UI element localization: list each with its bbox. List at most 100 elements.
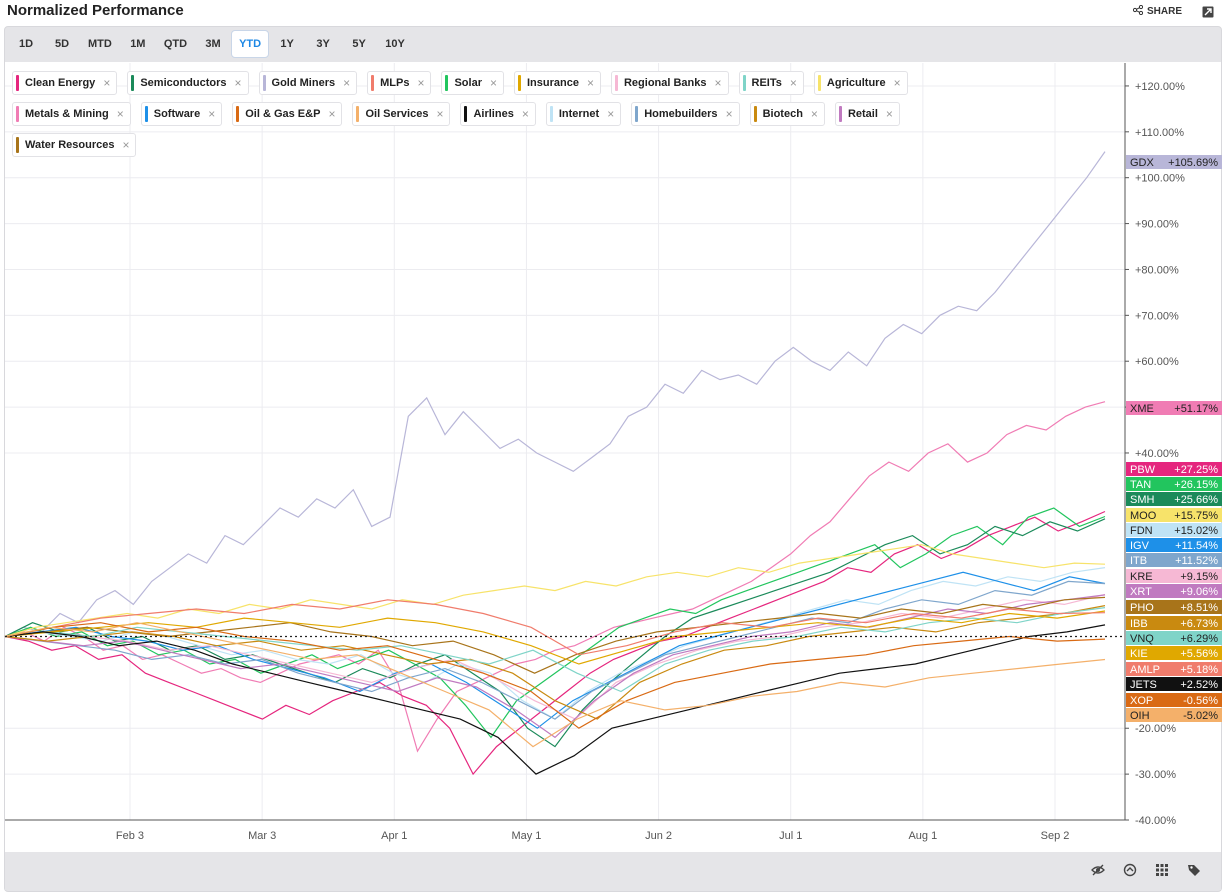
page-title: Normalized Performance [7,2,184,19]
chip-label: REITs [751,77,782,89]
series-chip[interactable]: Metals & Mining × [12,102,131,126]
series-line-oih [4,622,1106,748]
series-chip[interactable]: Clean Energy × [12,71,118,95]
timeframe-mtd[interactable]: MTD [88,38,112,50]
value-label-bg [1126,508,1222,522]
chip-color-swatch [144,106,148,122]
grid-icon[interactable] [1154,862,1170,878]
remove-icon[interactable]: × [810,107,818,121]
series-chip[interactable]: Oil Services × [352,102,451,126]
series-value-label: IGV +11.54% [1126,538,1222,552]
chip-color-swatch [614,75,618,91]
chip-color-swatch [16,137,19,153]
remove-icon[interactable]: × [328,107,336,121]
timeframe-1d[interactable]: 1D [18,38,34,50]
series-line-gdx [4,151,1106,638]
chip-color-swatch [518,75,521,91]
remove-icon[interactable]: × [208,107,216,121]
remove-icon[interactable]: × [343,76,351,90]
value-label: +9.15% [1180,571,1218,583]
value-label-bg [1126,662,1222,676]
chip-color-swatch [445,75,449,91]
series-chip[interactable]: REITs × [738,71,804,95]
series-line-jets [4,624,1106,775]
timeframe-5d[interactable]: 5D [54,38,70,50]
value-label: +11.54% [1175,540,1218,552]
timeframe-10y[interactable]: 10Y [385,38,405,50]
chip-color-swatch [817,75,821,91]
remove-icon[interactable]: × [893,76,901,90]
remove-icon[interactable]: × [725,107,733,121]
value-label: +105.69% [1168,157,1218,169]
timeframe-ytd[interactable]: YTD [231,30,270,58]
series-chip[interactable]: Semiconductors × [127,71,249,95]
timeframe-3y[interactable]: 3Y [316,38,330,50]
value-label-bg [1126,155,1222,169]
series-chip[interactable]: Biotech × [749,102,825,126]
remove-icon[interactable]: × [417,76,425,90]
remove-icon[interactable]: × [103,76,111,90]
remove-icon[interactable]: × [607,107,615,121]
series-chip[interactable]: Software × [140,102,223,126]
value-label: +51.17% [1174,403,1218,415]
chip-color-swatch [549,106,553,122]
remove-icon[interactable]: × [885,107,893,121]
remove-icon[interactable]: × [234,76,242,90]
value-label: +25.66% [1174,494,1218,506]
series-chip[interactable]: Insurance × [514,71,601,95]
series-value-label: VNQ +6.29% [1126,631,1222,645]
value-label: +6.73% [1180,618,1218,630]
x-tick-label: May 1 [511,830,541,842]
ticker-label: PBW [1130,464,1156,476]
timeframe-1m[interactable]: 1M [130,38,146,50]
remove-icon[interactable]: × [116,107,124,121]
series-chip[interactable]: Solar × [441,71,504,95]
remove-icon[interactable]: × [489,76,497,90]
timeframe-3m[interactable]: 3M [205,38,221,50]
series-chip[interactable]: Internet × [545,102,622,126]
series-chip[interactable]: Homebuilders × [631,102,740,126]
remove-icon[interactable]: × [789,76,797,90]
chip-label: Semiconductors [140,77,227,89]
ticker-label: FDN [1130,525,1153,537]
ticker-label: OIH [1130,710,1150,722]
chip-label: Homebuilders [644,108,718,120]
value-label-bg [1126,492,1222,506]
y-tick-label: +60.00% [1135,356,1179,368]
y-tick-label: +100.00% [1135,173,1185,185]
ticker-label: ITB [1130,555,1147,567]
chip-label: Airlines [473,108,514,120]
remove-icon[interactable]: × [122,138,130,152]
series-chip[interactable]: Airlines × [460,102,536,126]
timeframe-qtd[interactable]: QTD [163,38,188,50]
remove-icon[interactable]: × [436,107,444,121]
chip-label: Clean Energy [25,77,96,89]
series-value-label: OIH -5.02% [1126,708,1222,722]
value-label: -5.02% [1183,710,1218,722]
series-chip[interactable]: MLPs × [367,71,432,95]
timeframe-1y[interactable]: 1Y [280,38,294,50]
series-chip[interactable]: Agriculture × [813,71,908,95]
series-chip[interactable]: Water Resources × [12,133,137,157]
expand-icon[interactable] [1202,5,1214,18]
tag-icon[interactable] [1186,862,1202,878]
remove-icon[interactable]: × [521,107,529,121]
series-chip[interactable]: Oil & Gas E&P × [232,102,343,126]
series-chip[interactable]: Regional Banks × [610,71,729,95]
compare-icon[interactable] [1122,862,1138,878]
timeframe-5y[interactable]: 5Y [352,38,366,50]
ticker-label: VNQ [1130,633,1154,645]
x-tick-label: Aug 1 [908,830,937,842]
series-value-label: TAN +26.15% [1126,477,1222,491]
value-label-bg [1126,600,1222,614]
timeframe-toolbar: 1D 5D MTD 1M QTD 3M YTD 1Y 3Y 5Y 10Y [8,30,413,58]
value-label: +27.25% [1174,464,1218,476]
remove-icon[interactable]: × [714,76,722,90]
share-button[interactable]: SHARE [1132,4,1182,18]
series-chip[interactable]: Retail × [834,102,900,126]
ticker-label: SMH [1130,494,1155,506]
remove-icon[interactable]: × [586,76,594,90]
ticker-label: XRT [1130,586,1152,598]
series-chip[interactable]: Gold Miners × [258,71,358,95]
hide-icon[interactable] [1090,862,1106,878]
